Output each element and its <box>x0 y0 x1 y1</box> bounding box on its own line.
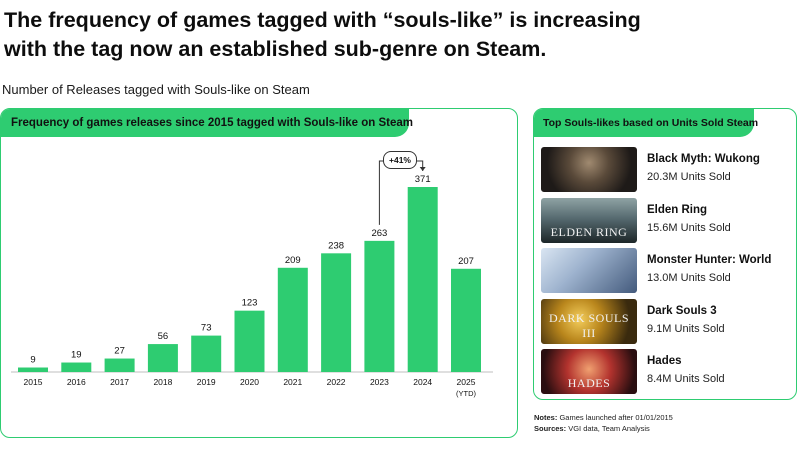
sources-text: VGI data, Team Analysis <box>568 424 650 433</box>
thumbnail-caption: DARK SOULS III <box>548 310 629 340</box>
game-units-sold: 15.6M Units Sold <box>647 221 731 234</box>
bar-value-label: 238 <box>328 240 344 251</box>
chart-panel-title: Frequency of games releases since 2015 t… <box>1 109 413 137</box>
x-tick-label: 2018 <box>153 377 172 387</box>
growth-arrowhead <box>419 167 426 171</box>
game-item[interactable]: Black Myth: Wukong 20.3M Units Sold <box>541 147 791 192</box>
bar-value-label: 209 <box>285 255 301 266</box>
x-tick-label: 2015 <box>24 377 43 387</box>
bar <box>61 362 92 372</box>
x-tick-label: 2019 <box>197 377 216 387</box>
game-thumbnail <box>541 147 637 192</box>
x-tick-label: 2022 <box>327 377 346 387</box>
game-title: Elden Ring <box>647 203 708 216</box>
x-tick-label: 2016 <box>67 377 86 387</box>
game-item[interactable]: HADES Hades 8.4M Units Sold <box>541 349 791 394</box>
notes-text: Games launched after 01/01/2015 <box>559 413 673 422</box>
x-tick-label: 2021 <box>283 377 302 387</box>
game-list: Black Myth: Wukong 20.3M Units Sold ELDE… <box>541 147 791 400</box>
bar-value-label: 27 <box>114 346 125 357</box>
bar-value-label: 19 <box>71 350 82 361</box>
game-thumbnail: HADES <box>541 349 637 394</box>
chart-notes: Notes: Games launched after 01/01/2015 S… <box>534 412 673 434</box>
game-units-sold: 8.4M Units Sold <box>647 373 725 385</box>
bar <box>451 268 481 372</box>
game-thumbnail <box>541 248 637 293</box>
growth-callout: +41% <box>383 151 417 169</box>
bar <box>407 187 438 372</box>
game-item[interactable]: ELDEN RING Elden Ring 15.6M Units Sold <box>541 197 791 243</box>
bar <box>277 267 308 372</box>
bar <box>191 335 222 372</box>
sources-label: Sources: <box>534 424 567 433</box>
bar-value-label: 9 <box>30 355 35 366</box>
x-tick-label: 2020 <box>240 377 259 387</box>
game-units-sold: 9.1M Units Sold <box>647 322 725 335</box>
thumbnail-caption: ELDEN RING <box>550 224 628 239</box>
game-title: Black Myth: Wukong <box>647 153 760 165</box>
release-frequency-chart: 9 2015 19 2016 27 2017 56 2018 73 2019 123 2020 209 2… <box>11 160 493 398</box>
page-headline: The frequency of games tagged with “soul… <box>4 8 641 61</box>
game-item[interactable]: DARK SOULS III Dark Souls 3 9.1M Units S… <box>541 298 791 344</box>
bar-value-label: 56 <box>158 331 169 342</box>
side-panel-title: Top Souls-likes based on Units Sold Stea… <box>534 109 758 137</box>
thumbnail-caption: HADES <box>567 376 611 390</box>
x-tick-label: 2025 <box>457 377 476 387</box>
chart-subheading: Number of Releases tagged with Souls-lik… <box>2 82 310 97</box>
x-tick-sublabel: (YTD) <box>456 389 476 398</box>
bar <box>364 240 395 372</box>
bar <box>321 253 352 372</box>
game-thumbnail: ELDEN RING <box>541 197 637 243</box>
game-units-sold: 20.3M Units Sold <box>647 171 731 183</box>
sources-line: Sources: VGI data, Team Analysis <box>534 423 673 434</box>
game-title: Dark Souls 3 <box>647 304 717 317</box>
bar <box>234 310 265 372</box>
bar-value-label: 123 <box>242 298 258 309</box>
bar-value-label: 371 <box>415 174 431 185</box>
release-frequency-panel: 9 2015 19 2016 27 2017 56 2018 73 2019 123 2020 209 2… <box>0 108 518 438</box>
game-thumbnail: DARK SOULS III <box>541 298 637 344</box>
x-tick-label: 2024 <box>413 377 432 387</box>
game-title: Monster Hunter: World <box>647 254 772 266</box>
notes-line: Notes: Games launched after 01/01/2015 <box>534 412 673 423</box>
notes-label: Notes: <box>534 413 558 422</box>
bar <box>147 344 178 372</box>
x-tick-label: 2017 <box>110 377 129 387</box>
top-souls-likes-panel: Top Souls-likes based on Units Sold Stea… <box>533 108 797 400</box>
game-units-sold: 13.0M Units Sold <box>647 272 731 284</box>
bar-value-label: 263 <box>371 228 387 239</box>
game-item[interactable]: Monster Hunter: World 13.0M Units Sold <box>541 248 791 293</box>
bar-value-label: 73 <box>201 323 212 334</box>
x-tick-label: 2023 <box>370 377 389 387</box>
game-title: Hades <box>647 355 682 367</box>
bar <box>104 358 135 372</box>
bar <box>18 367 48 372</box>
bar-value-label: 207 <box>458 256 474 267</box>
